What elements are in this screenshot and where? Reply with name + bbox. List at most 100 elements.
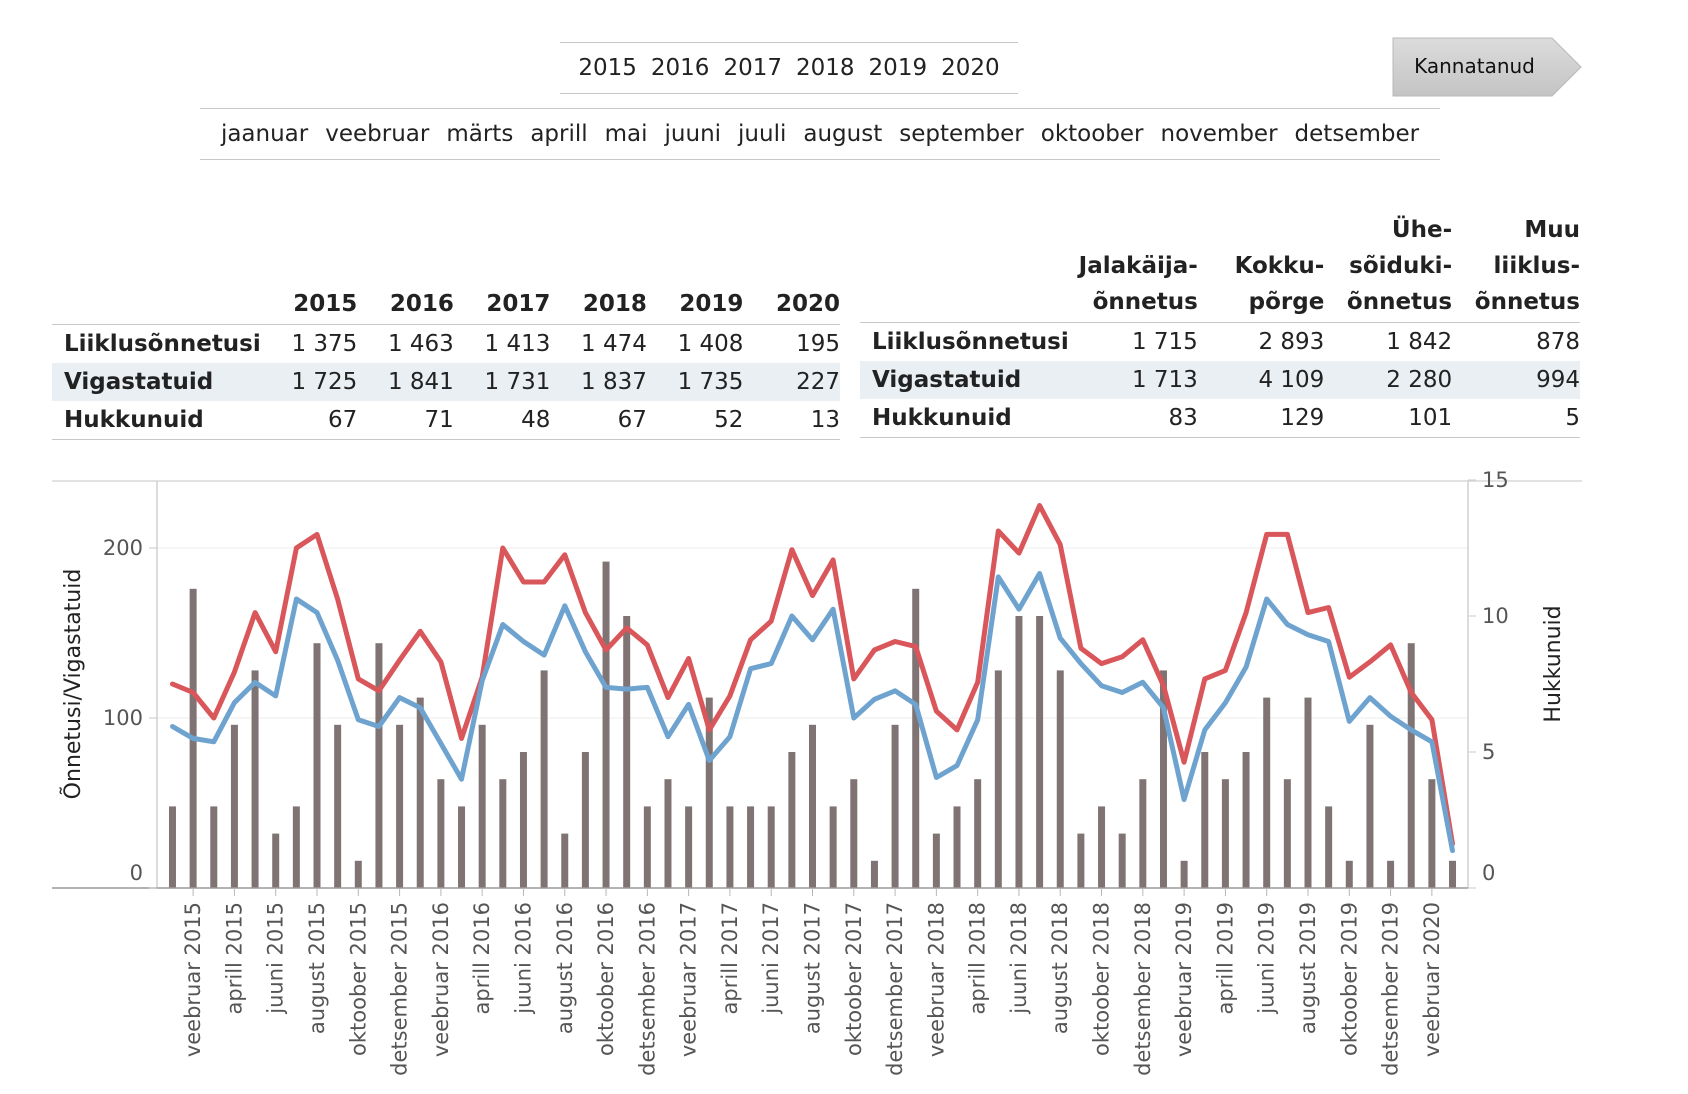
table-cell: 67 xyxy=(550,401,647,440)
fatalities-bar xyxy=(1159,670,1167,888)
kannatanud-button[interactable]: Kannatanud xyxy=(1392,37,1582,97)
fatalities-bar xyxy=(726,806,734,888)
x-tick-label: aprill 2015 xyxy=(222,902,246,1014)
year-filter: 2015 2016 2017 2018 2019 2020 xyxy=(560,42,1018,94)
type-header-line: Muu xyxy=(1524,217,1580,243)
fatalities-bar xyxy=(1077,833,1085,888)
type-header-line: õnnetus xyxy=(1346,289,1453,315)
x-tick-label: aprill 2016 xyxy=(470,902,494,1014)
row-label: Vigastatuid xyxy=(52,363,261,401)
fatalities-bar xyxy=(1428,779,1436,888)
month-option-september[interactable]: september xyxy=(899,121,1024,147)
table-cell: 2 280 xyxy=(1324,361,1453,399)
fatalities-bar xyxy=(437,779,445,888)
injured-line xyxy=(170,571,1455,854)
fatalities-bar xyxy=(272,833,280,888)
year-header: 2015 xyxy=(260,286,358,325)
table-cell: 4 109 xyxy=(1197,361,1325,399)
fatalities-bar xyxy=(829,806,837,888)
fatalities-bar xyxy=(602,561,610,888)
table-cell: 1 842 xyxy=(1386,329,1453,355)
table-cell: 2 893 xyxy=(1258,329,1325,355)
fatalities-bar xyxy=(891,724,899,888)
month-option-märts[interactable]: märts xyxy=(446,121,514,147)
month-option-veebruar[interactable]: veebruar xyxy=(325,121,430,147)
x-tick-label: veebruar 2015 xyxy=(181,902,205,1057)
type-header-line: liiklus- xyxy=(1493,253,1580,279)
month-option-detsember[interactable]: detsember xyxy=(1294,121,1420,147)
type-table-body: Liiklusõnnetusi 1 715 2 893 1 842 878 Vigasta… xyxy=(860,323,1580,438)
x-tick-label: veebruar 2019 xyxy=(1172,902,1196,1057)
table-cell: 71 xyxy=(357,401,454,440)
x-tick-label: oktoober 2018 xyxy=(1090,902,1114,1056)
table-cell: 1 463 xyxy=(387,331,454,357)
y-tick-label: 100 xyxy=(103,706,143,730)
y-axis-title: Õnnetusi/Vigastatuid xyxy=(59,569,86,800)
fatalities-bar xyxy=(354,860,362,888)
x-tick-label: august 2016 xyxy=(553,902,577,1034)
fatalities-bar xyxy=(767,806,775,888)
fatalities-bar xyxy=(788,752,796,888)
x-tick-label: juuni 2018 xyxy=(1007,902,1031,1015)
month-option-juuni[interactable]: juuni xyxy=(664,121,722,147)
fatalities-bar xyxy=(1139,779,1147,888)
axes: 0 100 200 0 5 10 15 veebruar 2015 aprill 2015 juu… xyxy=(52,470,1582,1076)
fatalities-bar xyxy=(478,724,486,888)
arrow-shape xyxy=(1392,37,1582,97)
x-tick-label: august 2017 xyxy=(801,902,825,1034)
accidents-line xyxy=(170,503,1455,847)
fatalities-bar xyxy=(1304,697,1312,888)
year-option-2015[interactable]: 2015 xyxy=(578,55,637,81)
table-row: Hukkunuid 83 129 101 5 xyxy=(860,399,1580,438)
year-option-2019[interactable]: 2019 xyxy=(868,55,928,81)
x-tick-label: veebruar 2020 xyxy=(1420,902,1444,1057)
type-header: Kokku-põrge xyxy=(1197,212,1325,323)
fatalities-bar xyxy=(313,643,321,888)
type-header: Muu liiklus-õnnetus xyxy=(1452,212,1580,323)
year-option-2016[interactable]: 2016 xyxy=(650,55,710,81)
table-cell: 5 xyxy=(1452,399,1580,438)
x-tick-label: detsember 2018 xyxy=(1131,902,1155,1076)
type-header-line: õnnetus xyxy=(1474,289,1580,315)
row-label: Hukkunuid xyxy=(860,399,1069,438)
month-option-august[interactable]: august xyxy=(803,121,883,147)
month-option-mai[interactable]: mai xyxy=(604,121,648,147)
fatalities-bar xyxy=(251,670,259,888)
table-cell: 1 408 xyxy=(677,331,744,357)
type-header: Jalakäija-õnnetus xyxy=(1068,212,1198,323)
x-tick-label: august 2015 xyxy=(305,902,329,1034)
month-option-aprill[interactable]: aprill xyxy=(530,121,588,147)
x-tick-label: august 2019 xyxy=(1296,902,1320,1034)
month-option-jaanuar[interactable]: jaanuar xyxy=(220,121,309,147)
table-cell: 1 474 xyxy=(581,331,647,357)
year-header-row: 2015 2016 2017 2018 2019 2020 xyxy=(52,286,840,325)
x-tick-label: detsember 2015 xyxy=(388,902,412,1076)
x-tick-label: august 2018 xyxy=(1048,902,1072,1034)
year-table-body: Liiklusõnnetusi 1 375 1 463 1 413 1 474 1 408… xyxy=(52,325,840,440)
table-cell: 101 xyxy=(1324,399,1453,438)
x-tick-label: veebruar 2018 xyxy=(924,902,948,1057)
table-cell: 1 731 xyxy=(453,363,551,401)
fatalities-bar xyxy=(994,670,1002,888)
fatalities-bar xyxy=(912,588,920,888)
month-option-november[interactable]: november xyxy=(1160,121,1278,147)
type-header-line: põrge xyxy=(1248,289,1325,315)
year-option-2017[interactable]: 2017 xyxy=(723,55,782,81)
month-option-juuli[interactable]: juuli xyxy=(738,121,787,147)
month-option-oktoober[interactable]: oktoober xyxy=(1040,121,1144,147)
fatalities-bar xyxy=(334,724,342,888)
fatalities-bar xyxy=(953,806,961,888)
fatalities-bar xyxy=(747,806,755,888)
table-cell: 878 xyxy=(1536,329,1580,355)
fatalities-bar xyxy=(1242,752,1250,888)
fatalities-bar xyxy=(292,806,300,888)
x-tick-label: detsember 2017 xyxy=(883,902,907,1076)
fatalities-bar xyxy=(1118,833,1126,888)
year-option-2018[interactable]: 2018 xyxy=(796,55,855,81)
kannatanud-label: Kannatanud xyxy=(1414,54,1535,78)
year-option-2020[interactable]: 2020 xyxy=(941,55,1000,81)
x-tick-label: juuni 2015 xyxy=(264,902,288,1015)
table-row: Liiklusõnnetusi 1 715 2 893 1 842 878 xyxy=(860,323,1580,362)
x-tick-label: veebruar 2017 xyxy=(677,902,701,1057)
x-tick-label: oktoober 2019 xyxy=(1337,902,1361,1056)
